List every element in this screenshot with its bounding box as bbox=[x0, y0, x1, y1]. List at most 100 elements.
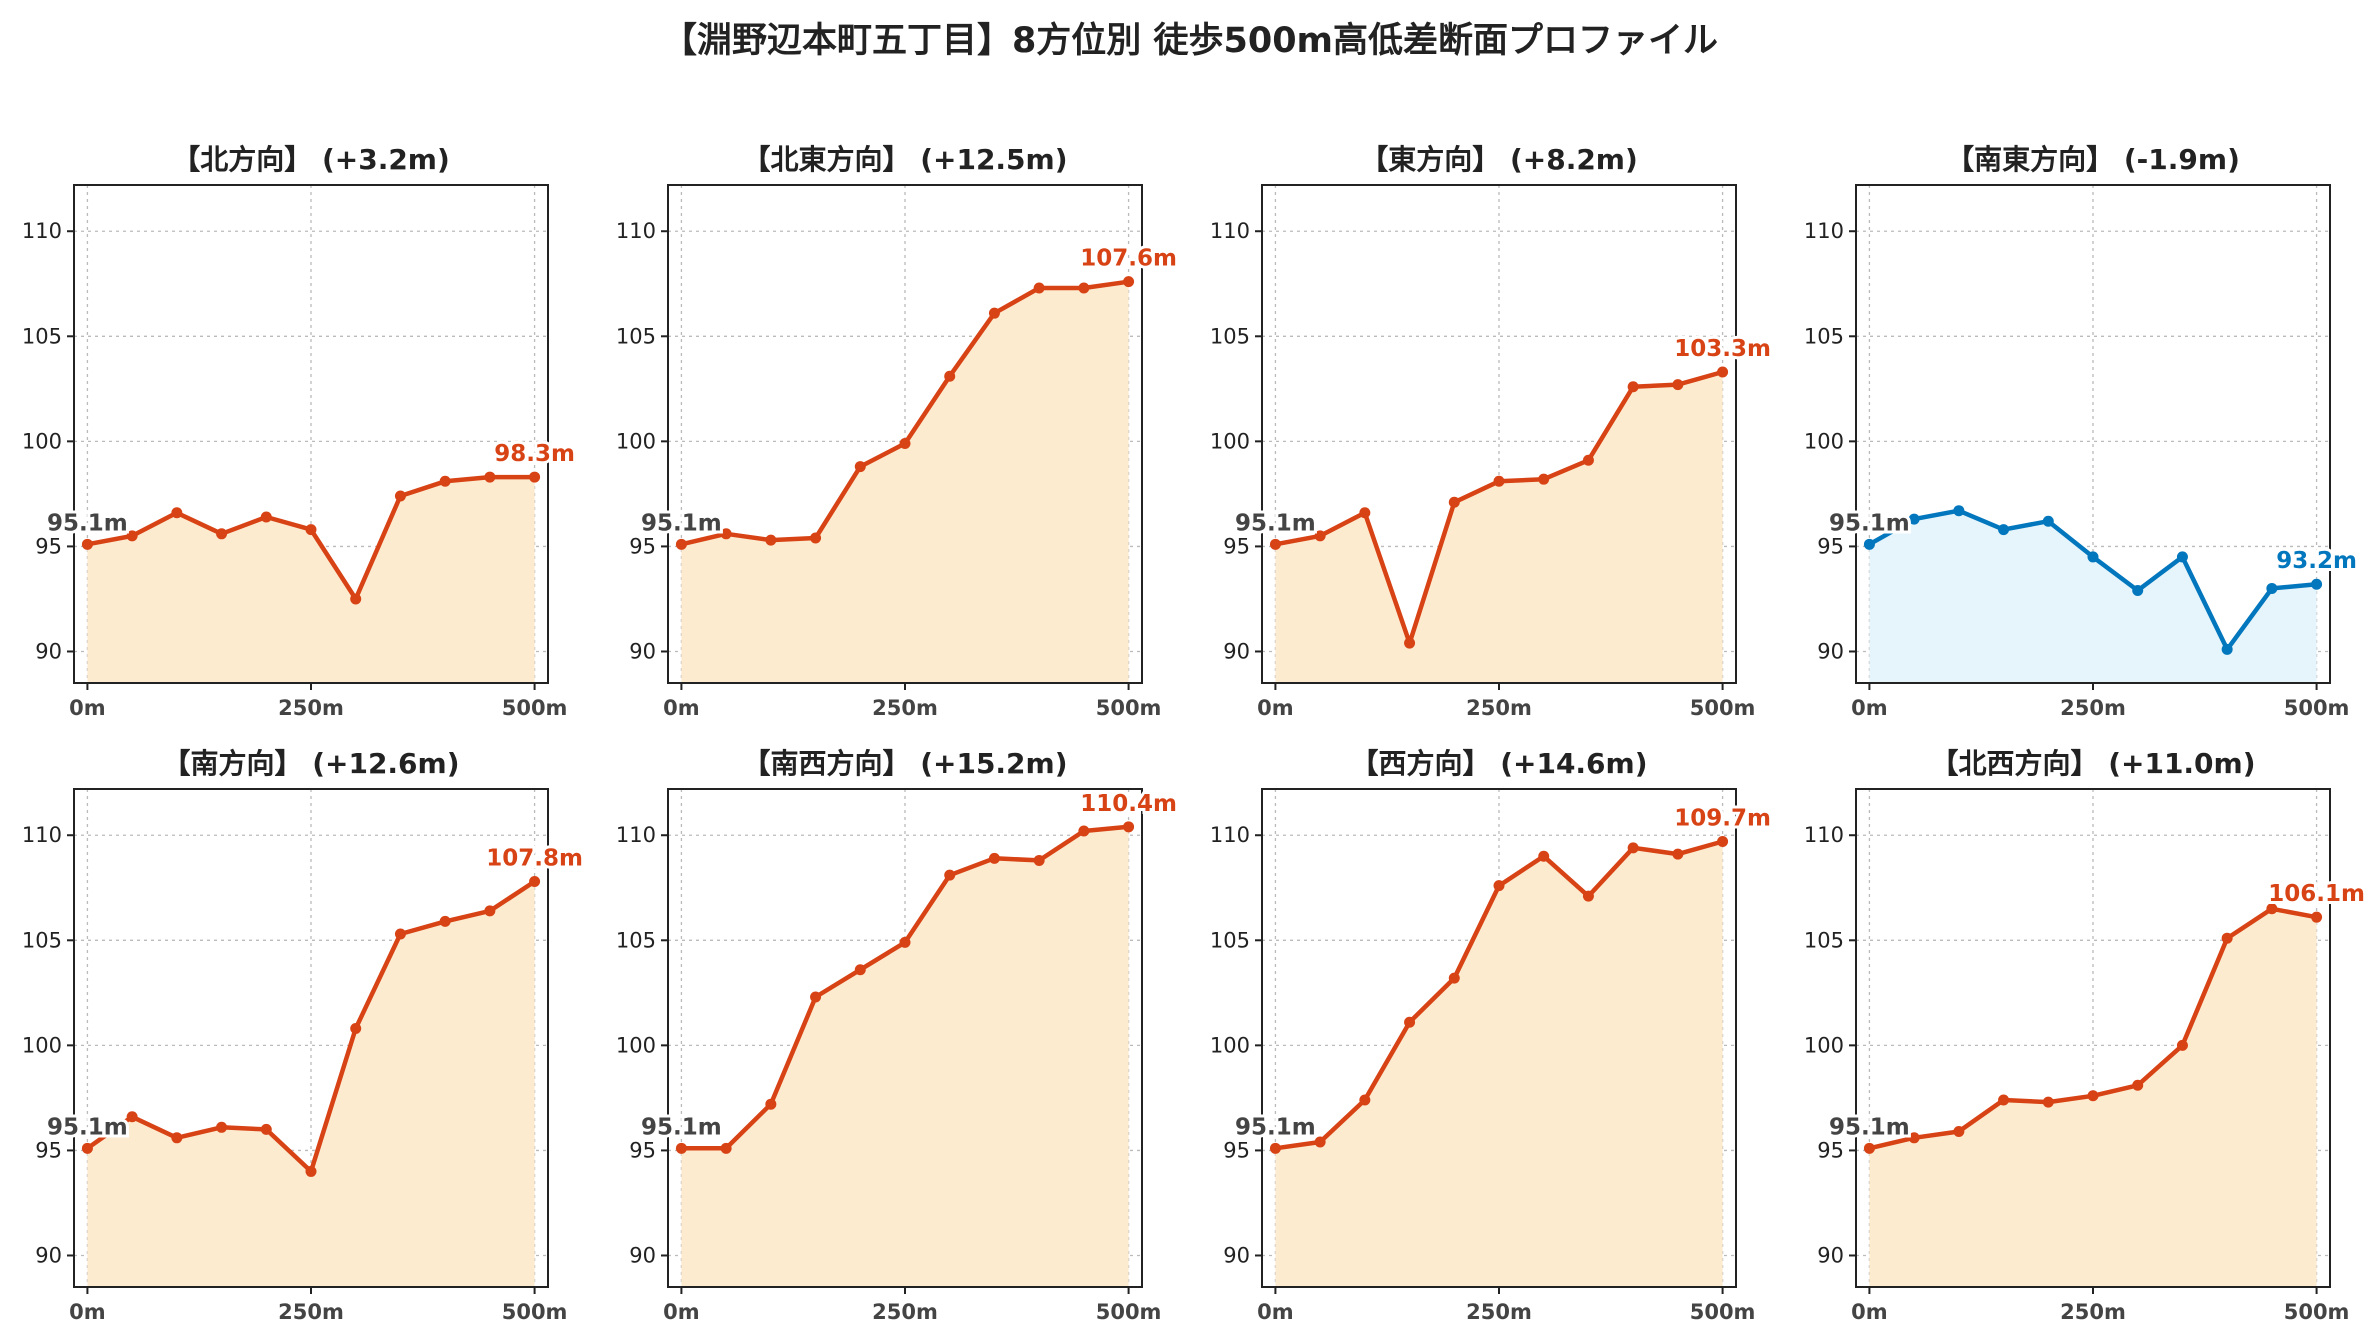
x-tick-label: 500m bbox=[1096, 696, 1162, 720]
x-tick-label: 250m bbox=[278, 696, 344, 720]
y-tick-label: 110 bbox=[22, 219, 62, 243]
x-tick-label: 0m bbox=[1851, 696, 1888, 720]
data-point bbox=[675, 538, 687, 550]
data-point bbox=[1538, 850, 1550, 862]
data-point bbox=[1493, 475, 1505, 487]
data-point bbox=[81, 538, 93, 550]
data-point bbox=[439, 915, 451, 927]
end-elevation-label: 110.4m bbox=[1080, 791, 1177, 817]
data-point bbox=[1404, 637, 1416, 649]
y-tick-label: 90 bbox=[35, 1243, 62, 1267]
y-tick-label: 105 bbox=[1210, 324, 1250, 348]
data-point bbox=[899, 936, 911, 948]
x-tick-label: 250m bbox=[1466, 1300, 1532, 1324]
data-point bbox=[305, 524, 317, 536]
y-tick-label: 100 bbox=[22, 1033, 62, 1057]
x-tick-label: 250m bbox=[872, 1300, 938, 1324]
data-point bbox=[899, 437, 911, 449]
panel-title: 【北西方向】 (+11.0m) bbox=[1930, 747, 2255, 780]
start-elevation-label: 95.1m bbox=[1235, 510, 1316, 536]
data-point bbox=[484, 905, 496, 917]
data-point bbox=[1627, 381, 1639, 393]
data-point bbox=[1863, 1142, 1875, 1154]
data-point bbox=[854, 964, 866, 976]
data-point bbox=[529, 471, 541, 483]
data-point bbox=[2176, 551, 2188, 563]
y-tick-label: 95 bbox=[1817, 1138, 1844, 1162]
data-point bbox=[1269, 1142, 1281, 1154]
panel-title: 【北方向】 (+3.2m) bbox=[172, 143, 450, 176]
x-tick-label: 0m bbox=[1257, 696, 1294, 720]
area-fill bbox=[1275, 841, 1723, 1287]
y-tick-label: 100 bbox=[1210, 429, 1250, 453]
y-tick-label: 110 bbox=[22, 823, 62, 847]
chart-panel-2: 【北東方向】 (+12.5m) 90 95 100 105 110 0m 250m 500m 95… bbox=[616, 143, 1180, 720]
data-point bbox=[171, 1132, 183, 1144]
start-elevation-label: 95.1m bbox=[47, 510, 128, 536]
y-tick-label: 90 bbox=[629, 1243, 656, 1267]
data-point bbox=[2087, 1090, 2099, 1102]
data-point bbox=[2311, 911, 2323, 923]
y-tick-label: 105 bbox=[1804, 928, 1844, 952]
data-point bbox=[2132, 1079, 2144, 1091]
data-point bbox=[81, 1142, 93, 1154]
y-tick-label: 105 bbox=[616, 324, 656, 348]
y-tick-label: 105 bbox=[1210, 928, 1250, 952]
start-elevation-label: 95.1m bbox=[1235, 1114, 1316, 1140]
data-point bbox=[1998, 1094, 2010, 1106]
data-point bbox=[2221, 643, 2233, 655]
data-point bbox=[988, 852, 1000, 864]
data-point bbox=[1078, 282, 1090, 294]
panel-title: 【南方向】 (+12.6m) bbox=[162, 747, 459, 780]
data-point bbox=[2132, 585, 2144, 597]
data-point bbox=[1123, 821, 1135, 833]
end-elevation-label: 107.6m bbox=[1080, 246, 1177, 272]
y-tick-label: 95 bbox=[1223, 1138, 1250, 1162]
area-fill bbox=[681, 281, 1129, 683]
start-elevation-label: 95.1m bbox=[47, 1114, 128, 1140]
area-fill bbox=[1275, 372, 1723, 683]
data-point bbox=[171, 507, 183, 519]
data-point bbox=[2087, 551, 2099, 563]
x-tick-label: 500m bbox=[1690, 1300, 1756, 1324]
end-elevation-label: 103.3m bbox=[1674, 336, 1771, 362]
data-point bbox=[2266, 903, 2278, 915]
data-point bbox=[1448, 972, 1460, 984]
y-tick-label: 90 bbox=[629, 639, 656, 663]
y-tick-label: 110 bbox=[616, 219, 656, 243]
data-point bbox=[1717, 836, 1729, 848]
data-point bbox=[1908, 1132, 1920, 1144]
data-point bbox=[216, 528, 228, 540]
end-elevation-label: 107.8m bbox=[486, 845, 583, 871]
data-point bbox=[1314, 530, 1326, 542]
data-point bbox=[810, 532, 822, 544]
data-point bbox=[988, 307, 1000, 319]
x-tick-label: 0m bbox=[1851, 1300, 1888, 1324]
data-point bbox=[944, 370, 956, 382]
data-point bbox=[1627, 842, 1639, 854]
y-tick-label: 90 bbox=[1223, 1243, 1250, 1267]
data-point bbox=[2042, 515, 2054, 527]
y-tick-label: 110 bbox=[616, 823, 656, 847]
area-fill bbox=[87, 477, 535, 683]
data-point bbox=[305, 1165, 317, 1177]
data-point bbox=[2221, 932, 2233, 944]
start-elevation-label: 95.1m bbox=[641, 510, 722, 536]
data-point bbox=[1717, 366, 1729, 378]
data-point bbox=[1448, 496, 1460, 508]
y-tick-label: 90 bbox=[1817, 1243, 1844, 1267]
data-point bbox=[529, 875, 541, 887]
x-tick-label: 500m bbox=[2284, 1300, 2350, 1324]
chart-panel-5: 【南方向】 (+12.6m) 90 95 100 105 110 0m 250m 500m 95.… bbox=[22, 747, 586, 1324]
data-point bbox=[1998, 524, 2010, 536]
chart-panel-1: 【北方向】 (+3.2m) 90 95 100 105 110 0m 250m 500m 95.1… bbox=[22, 143, 578, 720]
data-point bbox=[1359, 507, 1371, 519]
y-tick-label: 95 bbox=[1223, 534, 1250, 558]
panel-title: 【東方向】 (+8.2m) bbox=[1360, 143, 1638, 176]
data-point bbox=[854, 461, 866, 473]
data-point bbox=[2266, 582, 2278, 594]
y-tick-label: 105 bbox=[22, 324, 62, 348]
data-point bbox=[1078, 825, 1090, 837]
x-tick-label: 500m bbox=[1690, 696, 1756, 720]
area-fill bbox=[681, 826, 1129, 1287]
